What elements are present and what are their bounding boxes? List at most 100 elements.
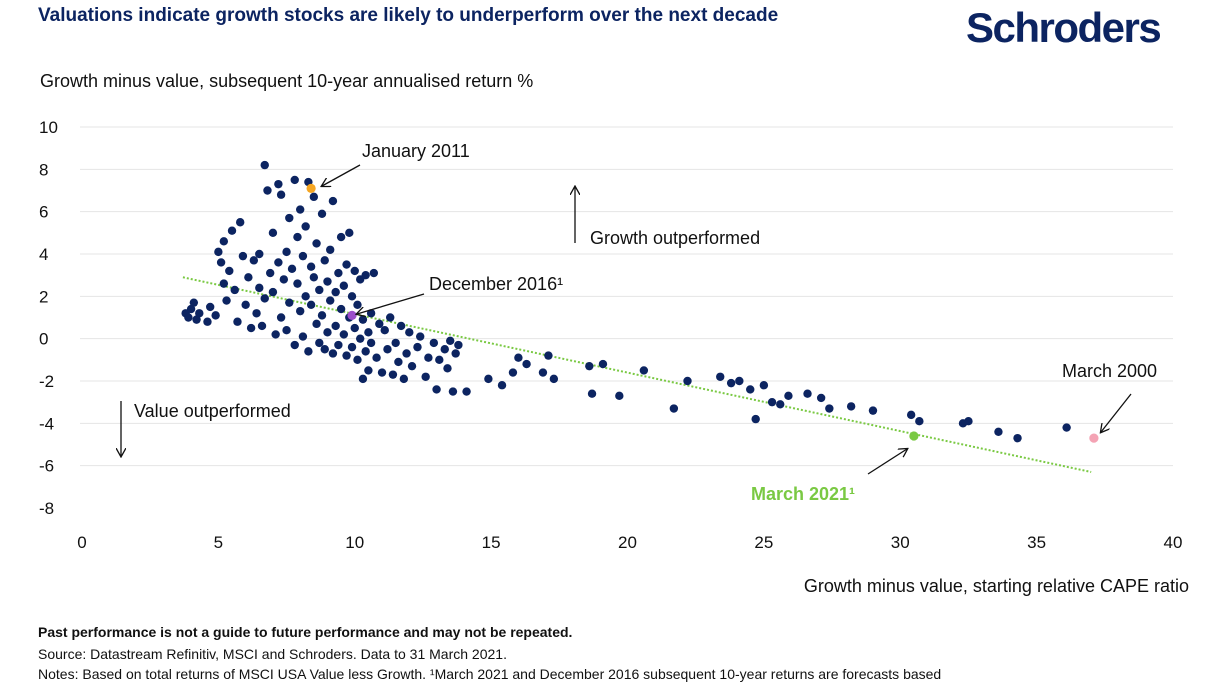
y-tick-label: 0: [39, 330, 48, 349]
data-point: [868, 406, 878, 415]
data-point: [336, 304, 346, 314]
data-point: [716, 372, 725, 381]
data-point: [451, 349, 460, 358]
data-point: [336, 232, 346, 242]
data-point: [219, 279, 229, 288]
data-point: [342, 260, 351, 269]
disclaimer-text: Past performance is not a guide to futur…: [38, 624, 573, 640]
data-point: [816, 393, 826, 403]
data-point: [364, 366, 373, 375]
data-point: [279, 275, 289, 284]
x-tick-label: 5: [214, 533, 223, 552]
data-point: [304, 347, 313, 356]
data-point: [285, 298, 294, 307]
data-point: [306, 300, 316, 309]
data-point: [235, 218, 245, 227]
data-point: [683, 376, 692, 386]
data-point: [994, 427, 1003, 436]
data-point: [405, 328, 414, 337]
data-point: [246, 323, 256, 333]
data-point: [522, 359, 531, 369]
y-axis-label: Growth minus value, subsequent 10-year a…: [40, 71, 534, 91]
data-point: [312, 239, 321, 248]
data-point: [669, 404, 679, 413]
data-point: [195, 309, 204, 318]
data-point: [361, 347, 370, 356]
data-point: [364, 328, 373, 337]
data-point: [421, 372, 430, 381]
data-point: [309, 192, 319, 202]
data-point: [440, 345, 449, 354]
data-point: [230, 285, 239, 295]
data-point: [508, 368, 518, 377]
data-point: [263, 186, 272, 195]
chart-title: Valuations indicate growth stocks are li…: [38, 5, 779, 26]
data-point: [255, 283, 264, 293]
data-point: [347, 342, 357, 352]
data-point: [249, 256, 259, 265]
jan2011-pointer: [322, 164, 361, 186]
data-point: [746, 385, 755, 394]
y-tick-label: -2: [39, 372, 54, 391]
data-point: [361, 270, 370, 280]
data-point: [222, 296, 231, 305]
data-point: [416, 332, 425, 341]
data-point: [203, 317, 212, 326]
data-point: [358, 315, 368, 324]
data-point: [211, 311, 220, 320]
data-point: [1013, 433, 1022, 443]
growth-outperformed-label: Growth outperformed: [590, 228, 760, 248]
data-point: [399, 374, 409, 384]
data-point: [391, 338, 400, 348]
data-point: [192, 315, 201, 324]
jan2011-point: [306, 183, 316, 193]
data-point: [334, 340, 343, 350]
data-point: [184, 313, 193, 322]
data-point: [342, 351, 351, 360]
data-point: [396, 321, 406, 331]
data-point: [331, 321, 340, 331]
data-point: [846, 402, 856, 411]
data-point: [296, 306, 305, 316]
data-point: [271, 330, 280, 339]
data-point: [514, 353, 523, 362]
data-point: [358, 374, 368, 384]
mar2000-pointer: [1101, 393, 1132, 432]
data-point: [377, 368, 387, 377]
data-point: [214, 247, 223, 257]
data-point: [241, 300, 250, 309]
data-point: [285, 213, 294, 223]
data-point: [598, 359, 608, 369]
mar2021-label: March 2021¹: [751, 484, 855, 504]
data-point: [751, 414, 760, 424]
data-point: [331, 287, 340, 297]
y-tick-label: 2: [39, 287, 48, 306]
data-point: [274, 179, 283, 189]
data-point: [293, 232, 302, 242]
y-tick-label: 8: [39, 160, 48, 179]
data-point: [435, 355, 444, 365]
mar2021-point: [909, 431, 919, 441]
data-point: [244, 273, 253, 282]
data-point: [216, 258, 226, 267]
data-point: [268, 228, 278, 238]
data-point: [328, 349, 338, 358]
mar2000-point: [1089, 433, 1099, 443]
data-point: [915, 417, 924, 426]
x-axis-label: Growth minus value, starting relative CA…: [803, 576, 1189, 596]
data-point: [413, 342, 422, 352]
data-point: [219, 237, 229, 246]
data-point: [257, 321, 267, 331]
data-point: [238, 251, 248, 261]
data-point: [225, 266, 234, 276]
data-point: [585, 361, 594, 371]
notes-text: Notes: Based on total returns of MSCI US…: [38, 666, 942, 682]
data-point: [429, 338, 439, 348]
x-tick-label: 15: [482, 533, 501, 552]
dec2016-label: December 2016¹: [429, 274, 563, 294]
dec2016-pointer: [357, 293, 425, 314]
data-point: [350, 266, 359, 276]
data-point: [309, 273, 319, 282]
data-point: [312, 319, 321, 329]
